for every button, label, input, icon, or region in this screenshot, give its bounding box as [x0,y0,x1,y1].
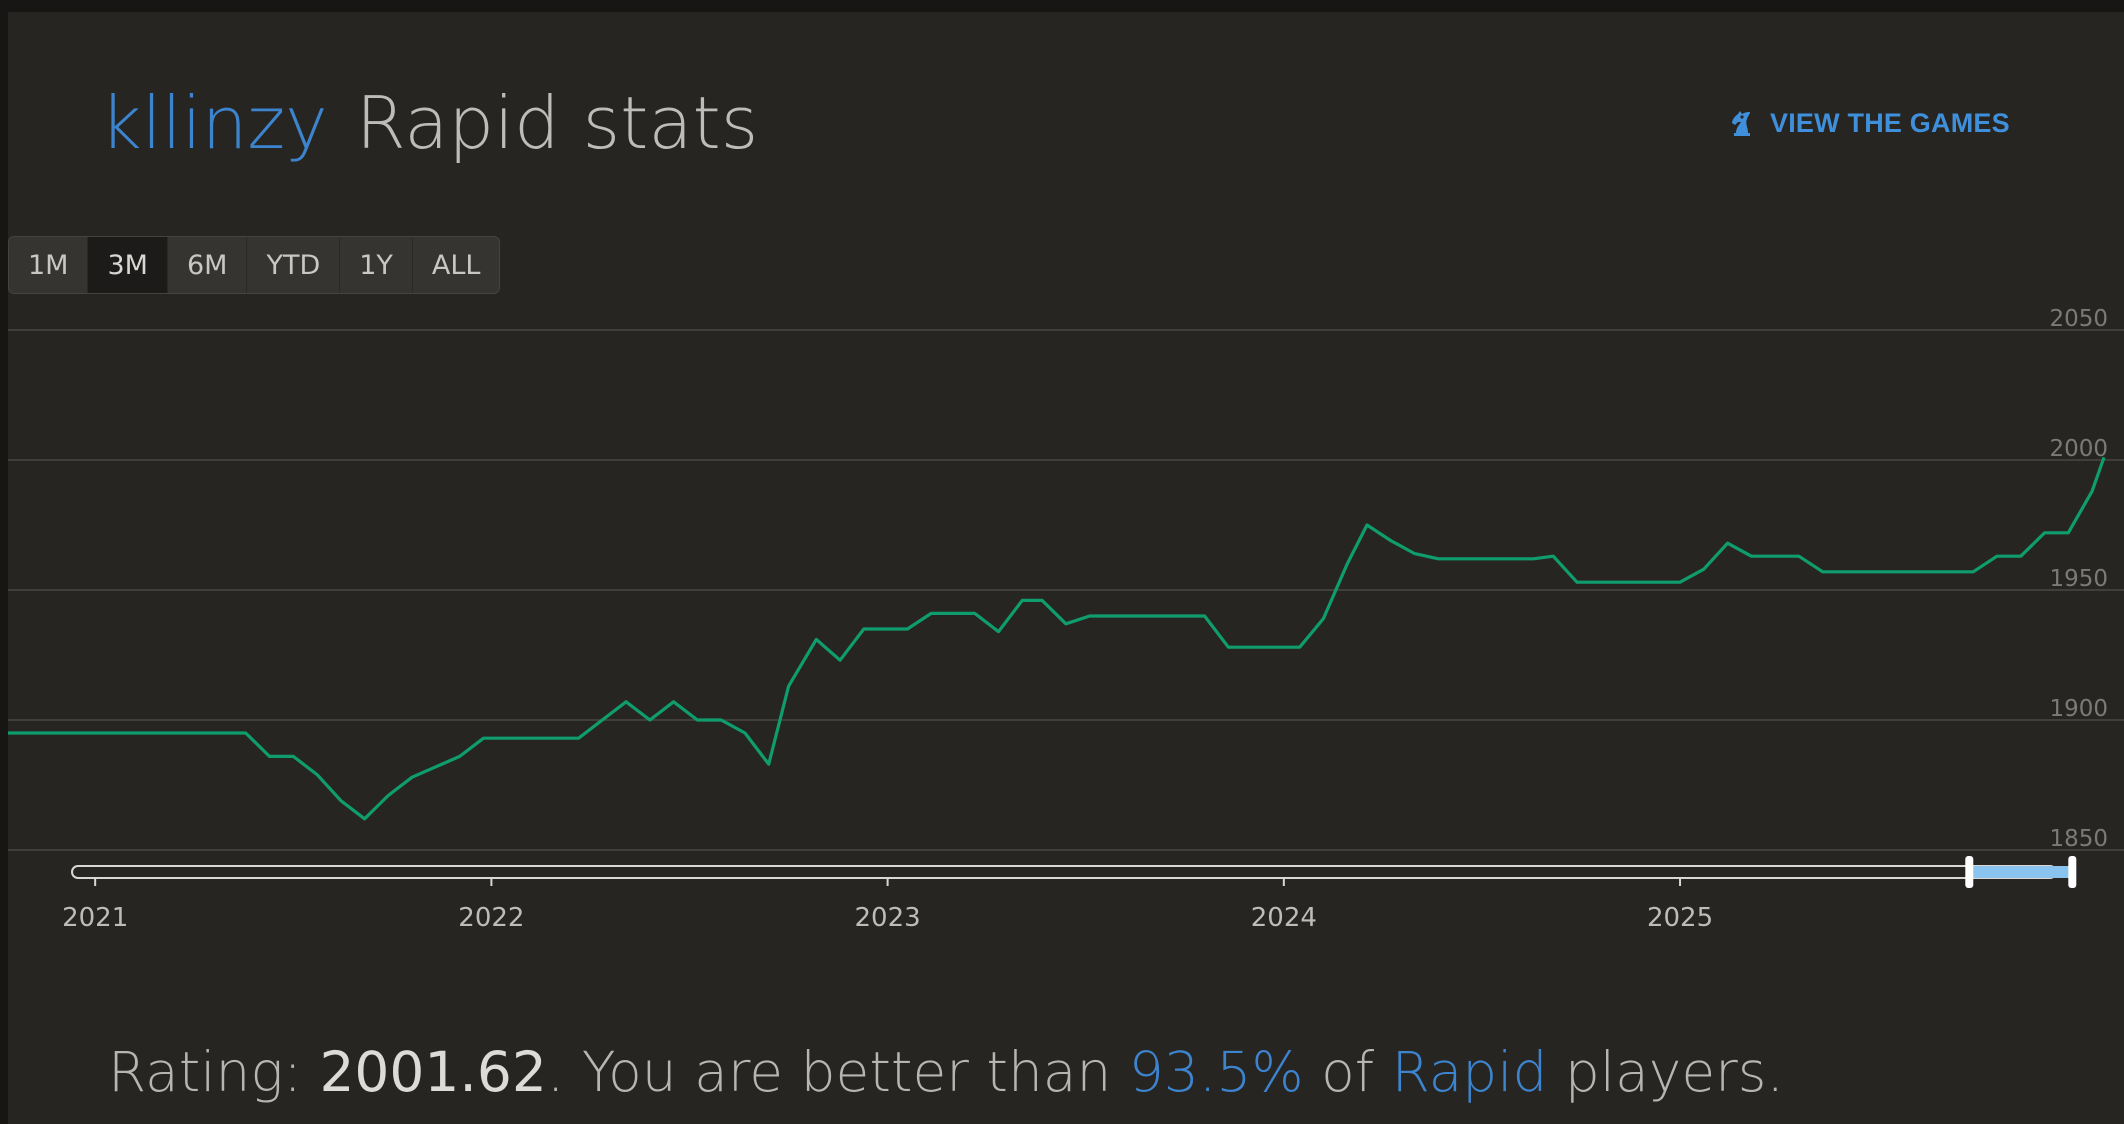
y-tick-label-1850: 1850 [2049,826,2108,852]
range-button-all[interactable]: ALL [431,249,481,281]
knight-icon [1732,111,1750,136]
view-games-label: VIEW THE GAMES [1770,107,2010,138]
navigator-handle-left[interactable] [1965,856,1974,888]
series-line-0 [8,456,2106,821]
y-tick-label-2000: 2000 [2049,436,2108,462]
rating-prefix: Rating: [108,1040,320,1104]
x-tick-label-2021: 2021 [62,903,128,933]
range-button-ytd[interactable]: YTD [247,237,341,293]
rating-suffix: players. [1547,1040,1784,1104]
page-title-text: Rapid stats [355,81,759,165]
range-button-6m[interactable]: 6M [168,237,248,293]
of-text: of [1303,1040,1392,1104]
range-button-3m[interactable]: 3M [88,237,168,293]
y-tick-label-1950: 1950 [2049,566,2108,592]
navigator-handle-right[interactable] [2068,856,2077,888]
x-tick-label-2023: 2023 [855,903,921,933]
x-tick-label-2022: 2022 [458,903,524,933]
x-tick-label-2024: 2024 [1251,903,1317,933]
page-title: kllinzy Rapid stats [100,78,758,168]
range-button-1m[interactable]: 1M [9,237,89,293]
y-tick-label-2050: 2050 [2049,306,2108,332]
variant-link[interactable]: Rapid [1391,1040,1548,1104]
range-button-1y[interactable]: 1Y [340,237,413,293]
y-tick-label-1900: 1900 [2049,696,2108,722]
percentile-value: 93.5% [1128,1040,1304,1104]
view-games-link[interactable]: VIEW THE GAMES [1728,103,2010,143]
rating-middle-text: . You are better than [546,1040,1129,1104]
stats-panel [8,12,2124,1124]
navigator-track[interactable] [71,865,2057,879]
rating-value: 2001.62 [319,1040,547,1104]
username-link[interactable]: kllinzy [100,81,328,165]
rating-chart: 1850 1900 1950 2000 2050 2021 2022 2023 2024 2025 [8,306,2124,933]
range-selector: 1M 3M 6M YTD 1Y ALL [8,236,501,294]
rating-summary: Rating: 2001.62. You are better than 93.… [108,1040,1784,1104]
navigator-selection[interactable] [1969,866,2073,878]
x-tick-label-2025: 2025 [1647,903,1713,933]
